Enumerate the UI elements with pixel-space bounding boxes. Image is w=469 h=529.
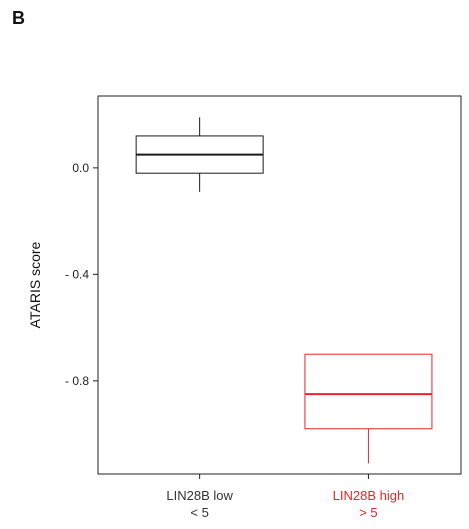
y-axis-label: ATARIS score [27,241,43,328]
x-tick-label: LIN28B low [166,488,233,503]
x-tick-sublabel: < 5 [190,505,208,520]
y-tick-label: 0.0 [72,161,89,175]
box-iqr [304,353,433,430]
x-tick-sublabel: > 5 [359,505,377,520]
x-tick-label: LIN28B high [333,488,405,503]
panel-label: B [12,8,25,28]
plot-frame [97,95,462,475]
y-tick-label: - 0.4 [65,267,89,281]
y-tick-label: - 0.8 [65,374,89,388]
